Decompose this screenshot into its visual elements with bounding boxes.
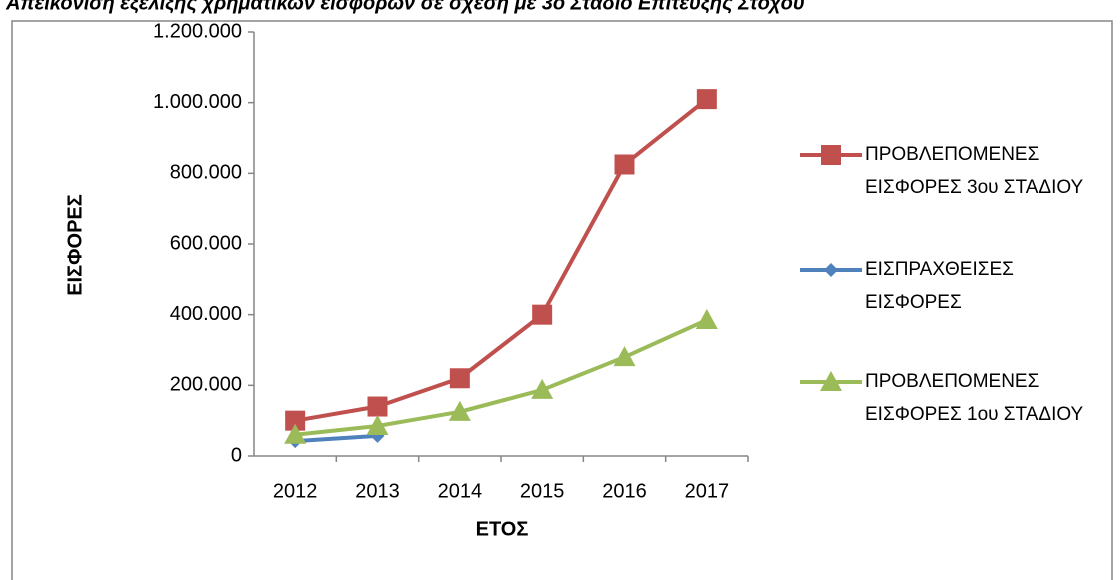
marker	[614, 154, 635, 175]
marker	[613, 346, 636, 367]
chart-border	[11, 20, 1113, 580]
marker	[531, 378, 554, 399]
y-tick-label: 400.000	[170, 303, 242, 325]
y-tick-label: 1.000.000	[153, 91, 242, 113]
marker	[695, 308, 718, 329]
marker	[367, 396, 388, 417]
chart-title: Απεικόνιση εξέλιξης χρηματικών εισφορών …	[5, 0, 805, 14]
marker	[448, 400, 471, 421]
marker	[696, 89, 717, 110]
marker	[449, 368, 470, 389]
y-tick-label: 600.000	[170, 232, 242, 254]
x-tick-label: 2015	[520, 480, 565, 502]
series-line	[295, 433, 378, 444]
legend-label: ΠΡΟΒΛΕΠΟΜΕΝΕΣ ΕΙΣΦΟΡΕΣ 3ου ΣΤΑΔΙΟΥ	[865, 144, 1084, 198]
marker	[285, 410, 306, 431]
x-tick-label: 2014	[438, 480, 483, 502]
legend-label: ΠΡΟΒΛΕΠΟΜΕΝΕΣ ΕΙΣΦΟΡΕΣ 1ου ΣΤΑΔΙΟΥ	[865, 371, 1084, 425]
y-tick-label: 0	[231, 444, 242, 466]
series-line	[294, 318, 708, 437]
y-tick-label: 200.000	[170, 374, 242, 396]
y-tick-label: 1.200.000	[153, 20, 242, 42]
series-line	[294, 97, 709, 423]
marker	[532, 304, 553, 325]
marker	[821, 145, 841, 165]
y-axis-title: ΕΙΣΦΟΡΕΣ	[64, 194, 86, 296]
x-tick-label: 2012	[273, 480, 318, 502]
legend-label: ΕΙΣΠΡΑΧΘΕΙΣΕΣ ΕΙΣΦΟΡΕΣ	[865, 259, 1014, 313]
x-axis-title: ΕΤΟΣ	[476, 518, 529, 540]
marker	[820, 371, 842, 391]
y-tick-label: 800.000	[170, 162, 242, 184]
x-tick-label: 2017	[685, 480, 730, 502]
marker	[284, 423, 307, 444]
x-tick-label: 2016	[602, 480, 647, 502]
marker	[824, 263, 838, 277]
marker	[366, 414, 389, 435]
x-tick-label: 2013	[355, 480, 400, 502]
